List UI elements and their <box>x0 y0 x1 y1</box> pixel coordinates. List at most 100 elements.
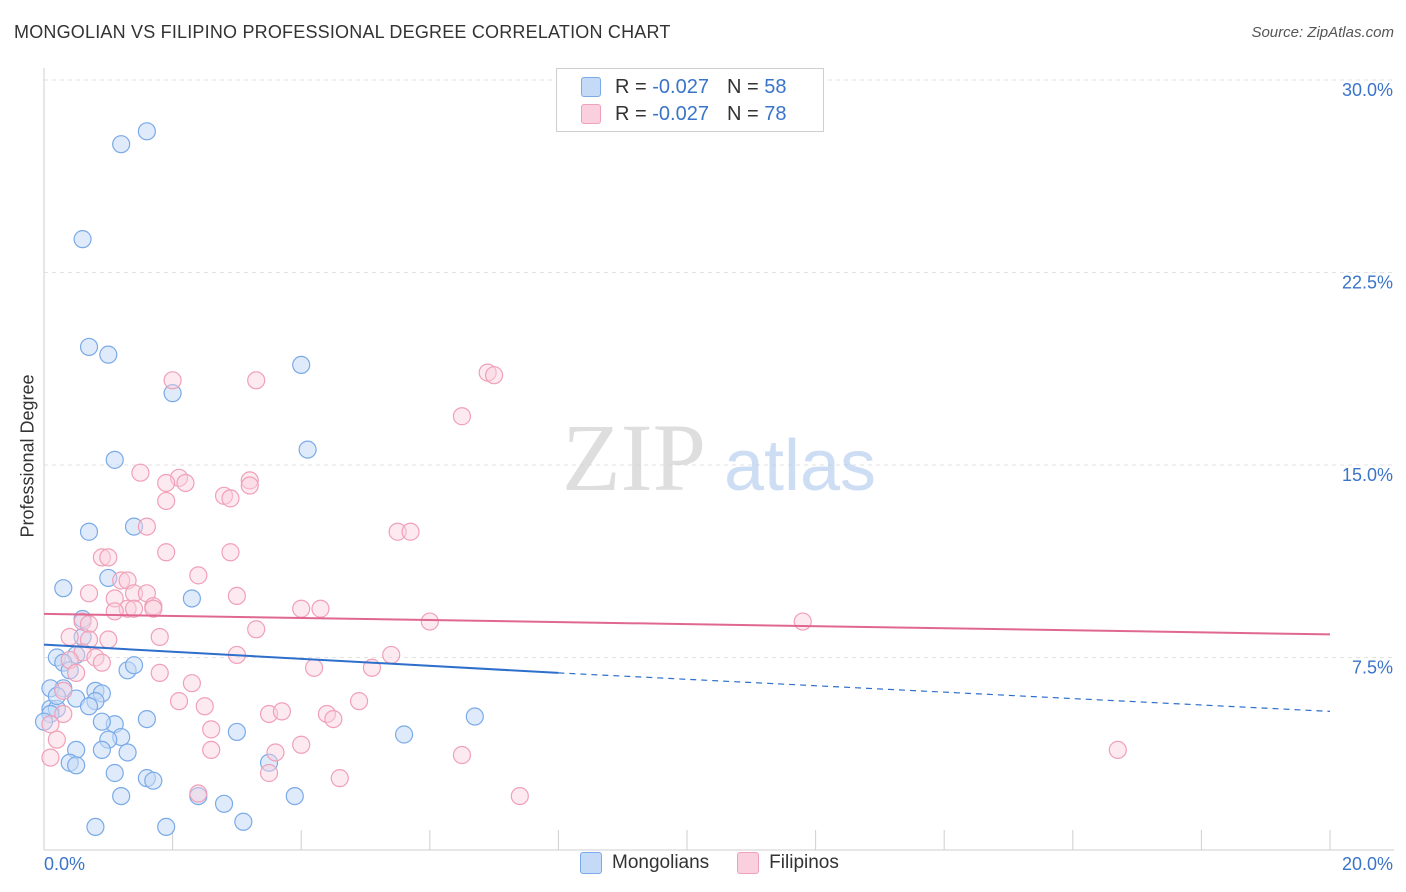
filipino-point <box>131 463 150 482</box>
filipino-point <box>99 548 118 567</box>
correlation-legend: R = -0.027 N = 58 R = -0.027 N = 78 <box>556 68 824 132</box>
filipinos-trend-line <box>43 612 1331 636</box>
filipino-point <box>105 589 124 608</box>
filipino-point <box>150 663 169 683</box>
y-axis-label: Professional Degree <box>17 374 38 538</box>
filipino-point <box>157 473 176 493</box>
mongolian-point <box>79 522 99 541</box>
filipino-point <box>176 473 195 493</box>
mongolian-point <box>79 697 99 716</box>
filipino-point <box>189 566 208 585</box>
mongolian-point <box>86 817 105 837</box>
mongolian-point <box>163 384 182 403</box>
filipino-point <box>150 627 169 647</box>
filipino-point <box>227 586 246 606</box>
legend-swatch-filipinos <box>581 104 601 124</box>
filipino-point <box>92 548 111 567</box>
filipino-point <box>47 730 66 749</box>
filipino-point <box>221 543 240 562</box>
filipino-point <box>349 692 369 711</box>
filipino-point <box>324 709 343 729</box>
filipino-point <box>124 584 144 603</box>
mongolian-point <box>105 450 124 469</box>
mongolian-point <box>112 786 131 806</box>
mongolian-point <box>118 743 137 762</box>
filipino-point <box>79 615 99 634</box>
filipino-point <box>202 740 221 760</box>
legend-label-filipinos: Filipinos <box>769 852 839 873</box>
mongolian-point <box>92 740 111 760</box>
mongolian-point <box>259 753 279 772</box>
filipino-point <box>240 471 259 490</box>
filipino-point <box>157 543 176 562</box>
filipino-point <box>793 612 812 631</box>
mongolian-point <box>54 579 73 598</box>
mongolian-point <box>298 440 317 459</box>
filipino-point <box>420 612 439 631</box>
legend-n-label: N = <box>726 102 759 125</box>
mongolian-point <box>79 337 99 357</box>
mongolian-point <box>137 122 156 141</box>
filipino-point <box>259 763 279 783</box>
mongolian-point <box>285 786 304 806</box>
mongolian-point <box>182 589 201 608</box>
filipino-point <box>1108 740 1127 760</box>
mongolian-point <box>157 817 176 837</box>
legend-label-mongolians: Mongolians <box>612 852 710 873</box>
swatch-mongolians <box>580 852 602 874</box>
mongolian-point <box>124 517 144 536</box>
filipino-point <box>388 522 407 541</box>
filipino-point <box>79 584 99 603</box>
legend-r-value: -0.027 <box>652 102 709 125</box>
y-tick-label: 7.5% <box>1352 658 1393 678</box>
filipino-point <box>292 735 311 754</box>
filipino-point <box>92 653 111 672</box>
y-tick-label: 15.0% <box>1342 465 1393 485</box>
filipino-point <box>272 702 292 721</box>
mongolians-trend-extension <box>558 672 1331 712</box>
filipino-point <box>304 658 324 677</box>
legend-r-label: R = <box>615 75 647 98</box>
legend-n-value: 78 <box>764 102 787 125</box>
filipino-point <box>452 407 472 426</box>
filipino-point <box>189 784 208 803</box>
filipino-point <box>202 720 221 739</box>
mongolian-point <box>465 707 484 726</box>
filipino-point <box>54 681 73 700</box>
filipino-point <box>144 599 163 618</box>
mongolian-point <box>227 722 246 742</box>
filipino-point <box>182 674 201 693</box>
legend-r-label: R = <box>615 102 647 125</box>
mongolian-point <box>214 794 234 813</box>
mongolian-point <box>92 712 111 731</box>
watermark-atlas: atlas <box>724 426 876 506</box>
legend-r-value: -0.027 <box>652 75 709 98</box>
mongolian-point <box>124 656 144 675</box>
mongolian-point <box>67 756 86 775</box>
filipino-point <box>510 786 529 806</box>
x-tick-label: 0.0% <box>44 854 85 874</box>
x-tick-label: 20.0% <box>1342 854 1393 874</box>
filipino-point <box>247 371 266 390</box>
swatch-filipinos <box>737 852 760 874</box>
mongolian-point <box>234 812 253 831</box>
filipino-point <box>67 663 86 683</box>
legend-swatch-mongolians <box>581 77 601 97</box>
filipino-point <box>99 630 118 649</box>
chart-title: MONGOLIAN VS FILIPINO PROFESSIONAL DEGRE… <box>14 22 671 42</box>
mongolian-point <box>137 709 156 729</box>
filipino-point <box>221 489 240 508</box>
mongolians-trend-line <box>43 643 559 674</box>
filipino-point <box>266 743 285 762</box>
filipino-point <box>112 571 131 590</box>
filipino-point <box>401 522 420 541</box>
legend-n-value: 58 <box>764 75 787 98</box>
filipino-point <box>54 704 73 724</box>
series-legend: Mongolians Filipinos <box>580 852 867 874</box>
mongolian-point <box>394 725 414 744</box>
filipino-point <box>311 599 330 618</box>
legend-item-filipinos: Filipinos <box>737 852 839 874</box>
y-tick-label: 22.5% <box>1342 273 1393 293</box>
mongolian-point <box>112 135 131 154</box>
filipino-point <box>292 599 311 618</box>
